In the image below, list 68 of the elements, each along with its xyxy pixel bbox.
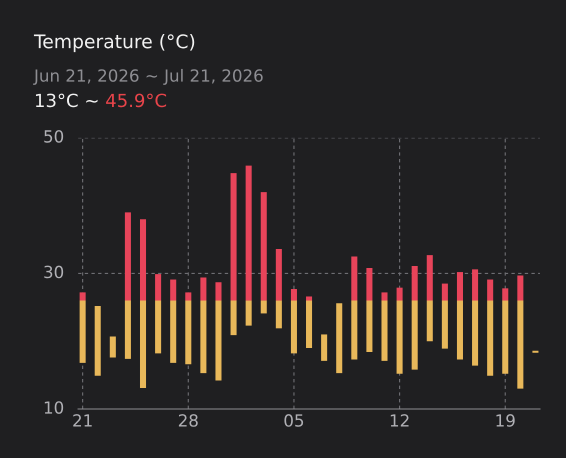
bar	[456, 272, 463, 301]
bar	[155, 274, 162, 301]
bar	[351, 256, 358, 301]
bar	[321, 334, 328, 361]
bar	[517, 300, 524, 389]
bar	[140, 300, 146, 388]
bar	[290, 300, 297, 354]
bar	[426, 255, 433, 301]
bar	[487, 300, 494, 376]
bar	[412, 266, 418, 301]
chart-subtitle: Jun 21, 2026 ~ Jul 21, 2026	[33, 68, 263, 85]
bar	[155, 300, 162, 354]
x-tick-label: 05	[284, 414, 304, 427]
bar	[381, 300, 388, 361]
x-tick-label: 12	[390, 414, 409, 427]
bar	[260, 192, 267, 301]
text: 45.9°C	[106, 94, 166, 108]
bar	[336, 303, 342, 374]
bar	[487, 280, 494, 301]
bar	[442, 284, 448, 301]
x-tick-label: 21	[73, 414, 92, 427]
bar	[230, 173, 237, 301]
bar	[246, 166, 252, 301]
bar	[140, 219, 146, 301]
y-tick-label: 10	[44, 401, 64, 414]
bar	[246, 300, 252, 326]
chart-title: Temperature (°C)	[34, 34, 194, 52]
bar	[366, 300, 372, 352]
bar	[80, 292, 86, 301]
bar	[215, 300, 222, 381]
bar	[94, 306, 101, 376]
bar	[230, 300, 237, 336]
bar	[381, 292, 388, 301]
bar	[396, 288, 403, 301]
bar	[442, 300, 448, 349]
bar	[456, 300, 463, 360]
x-tick-label: 19	[496, 414, 515, 427]
bar	[472, 269, 478, 301]
bar	[366, 268, 372, 301]
bar	[276, 249, 282, 301]
bar	[80, 300, 86, 363]
bar	[200, 300, 206, 374]
bar	[260, 300, 267, 314]
bar	[276, 300, 282, 328]
y-tick-label: 50	[44, 130, 64, 143]
x-tick-label: 28	[178, 414, 198, 427]
bar	[502, 288, 508, 301]
bar	[185, 300, 192, 364]
bar	[472, 300, 478, 366]
bar	[185, 292, 192, 301]
bar	[215, 282, 222, 301]
bar	[124, 212, 131, 301]
bar	[502, 300, 508, 374]
bar	[396, 300, 403, 374]
bar	[124, 300, 131, 359]
bar	[351, 300, 358, 360]
text: 13°C ~	[36, 94, 98, 108]
bar	[426, 300, 433, 342]
bar	[412, 300, 418, 370]
bar	[170, 280, 176, 301]
y-tick-label: 30	[44, 266, 64, 278]
bar	[110, 336, 116, 358]
bar	[306, 296, 312, 301]
bar	[306, 300, 312, 348]
bar	[290, 289, 297, 301]
bar	[517, 275, 524, 301]
bar	[200, 277, 206, 301]
bar	[170, 300, 176, 363]
